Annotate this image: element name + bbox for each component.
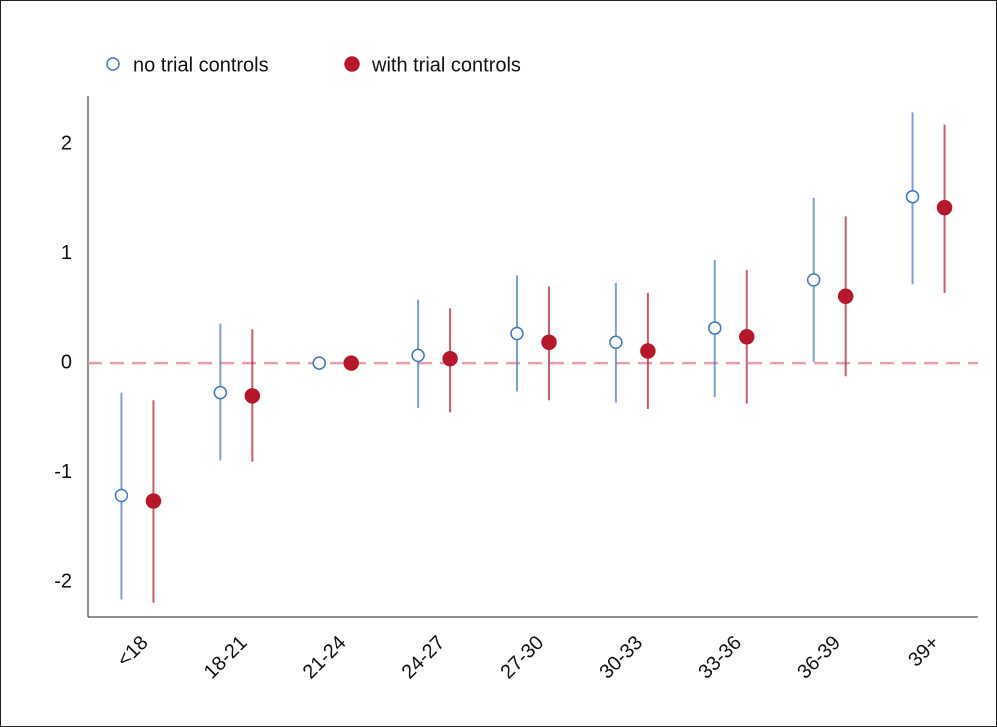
y-tick-label: 1 <box>61 242 72 264</box>
y-tick-label: -2 <box>54 570 72 592</box>
y-tick-label: 0 <box>61 351 72 373</box>
legend-label: no trial controls <box>133 54 269 76</box>
y-tick-label: -1 <box>54 461 72 483</box>
point <box>806 273 821 287</box>
point <box>739 329 755 345</box>
point <box>905 189 920 204</box>
point <box>640 343 656 359</box>
point <box>244 388 261 404</box>
y-tick-label: 2 <box>61 132 72 154</box>
point <box>609 335 623 350</box>
legend-label: with trial controls <box>371 54 521 76</box>
point <box>411 348 425 363</box>
point <box>442 350 458 367</box>
point <box>936 199 953 216</box>
point <box>837 288 854 305</box>
point <box>145 493 162 509</box>
point <box>510 326 524 341</box>
point <box>708 321 722 335</box>
point <box>213 385 228 400</box>
point <box>343 355 359 371</box>
point <box>541 334 557 351</box>
point <box>114 488 129 503</box>
legend-marker <box>106 57 120 71</box>
legend-marker <box>344 56 360 72</box>
point <box>312 356 326 370</box>
